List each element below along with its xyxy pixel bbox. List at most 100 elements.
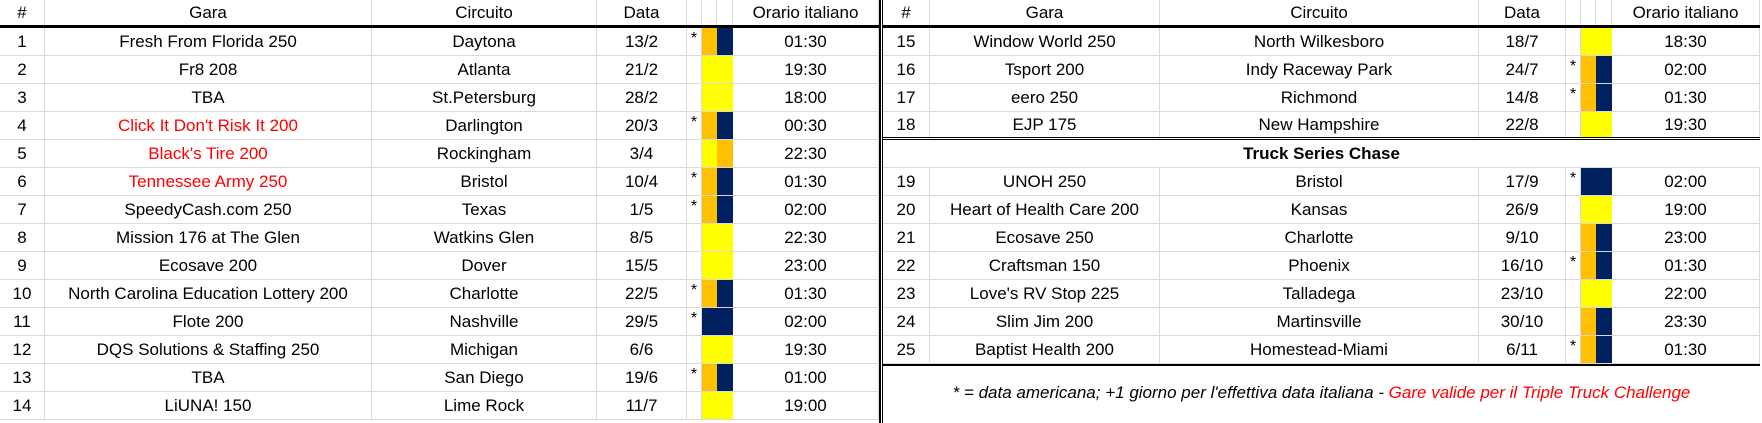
cell-number[interactable]: 5 <box>0 140 45 167</box>
color-marker-navy[interactable] <box>717 168 733 195</box>
cell-time[interactable]: 18:00 <box>733 84 879 111</box>
cell-number[interactable]: 1 <box>0 28 45 55</box>
cell-number[interactable]: 10 <box>0 280 45 307</box>
cell-circuit[interactable]: Richmond <box>1160 84 1479 111</box>
cell-number[interactable]: 18 <box>883 112 930 137</box>
color-marker-orange[interactable] <box>702 28 717 55</box>
cell-race[interactable]: Click It Don't Risk It 200 <box>45 112 372 139</box>
cell-number[interactable]: 9 <box>0 252 45 279</box>
cell-race[interactable]: TBA <box>45 84 372 111</box>
cell-asterisk[interactable]: * <box>1566 336 1581 363</box>
cell-asterisk[interactable]: * <box>687 364 702 391</box>
color-marker-yellow[interactable] <box>717 336 733 363</box>
cell-race[interactable]: Love's RV Stop 225 <box>930 280 1160 307</box>
color-marker-yellow[interactable] <box>1596 28 1612 55</box>
cell-circuit[interactable]: Homestead-Miami <box>1160 336 1479 363</box>
cell-number[interactable]: 17 <box>883 84 930 111</box>
cell-circuit[interactable]: Rockingham <box>372 140 597 167</box>
cell-race[interactable]: Black's Tire 200 <box>45 140 372 167</box>
cell-race[interactable]: UNOH 250 <box>930 168 1160 195</box>
color-marker-navy[interactable] <box>1596 224 1612 251</box>
cell-circuit[interactable]: North Wilkesboro <box>1160 28 1479 55</box>
cell-asterisk[interactable]: * <box>687 280 702 307</box>
cell-asterisk[interactable] <box>1566 28 1581 55</box>
color-marker-yellow[interactable] <box>1596 112 1612 137</box>
cell-number[interactable]: 22 <box>883 252 930 279</box>
cell-circuit[interactable]: St.Petersburg <box>372 84 597 111</box>
color-marker-orange[interactable] <box>1581 336 1596 363</box>
cell-date[interactable]: 18/7 <box>1479 28 1566 55</box>
cell-number[interactable]: 21 <box>883 224 930 251</box>
cell-time[interactable]: 22:30 <box>733 140 879 167</box>
cell-number[interactable]: 11 <box>0 308 45 335</box>
color-marker-navy[interactable] <box>717 280 733 307</box>
color-marker-yellow[interactable] <box>717 84 733 111</box>
cell-asterisk[interactable]: * <box>687 308 702 335</box>
cell-time[interactable]: 19:30 <box>733 56 879 83</box>
cell-circuit[interactable]: Lime Rock <box>372 392 597 419</box>
cell-time[interactable]: 19:30 <box>733 336 879 363</box>
cell-circuit[interactable]: Phoenix <box>1160 252 1479 279</box>
color-marker-navy[interactable] <box>702 308 717 335</box>
cell-race[interactable]: eero 250 <box>930 84 1160 111</box>
color-marker-navy[interactable] <box>717 308 733 335</box>
cell-date[interactable]: 14/8 <box>1479 84 1566 111</box>
cell-time[interactable]: 01:30 <box>1612 252 1760 279</box>
cell-race[interactable]: Tsport 200 <box>930 56 1160 83</box>
cell-race[interactable]: Baptist Health 200 <box>930 336 1160 363</box>
cell-date[interactable]: 16/10 <box>1479 252 1566 279</box>
color-marker-yellow[interactable] <box>1581 196 1596 223</box>
cell-time[interactable]: 19:00 <box>1612 196 1760 223</box>
cell-number[interactable]: 13 <box>0 364 45 391</box>
color-marker-orange[interactable] <box>717 140 733 167</box>
cell-date[interactable]: 29/5 <box>597 308 687 335</box>
cell-race[interactable]: DQS Solutions & Staffing 250 <box>45 336 372 363</box>
color-marker-navy[interactable] <box>1596 168 1612 195</box>
cell-number[interactable]: 3 <box>0 84 45 111</box>
cell-time[interactable]: 18:30 <box>1612 28 1760 55</box>
cell-date[interactable]: 1/5 <box>597 196 687 223</box>
cell-time[interactable]: 19:30 <box>1612 112 1760 137</box>
cell-race[interactable]: Fr8 208 <box>45 56 372 83</box>
cell-date[interactable]: 11/7 <box>597 392 687 419</box>
color-marker-orange[interactable] <box>702 196 717 223</box>
cell-race[interactable]: TBA <box>45 364 372 391</box>
cell-number[interactable]: 19 <box>883 168 930 195</box>
color-marker-orange[interactable] <box>1581 252 1596 279</box>
cell-date[interactable]: 23/10 <box>1479 280 1566 307</box>
cell-asterisk[interactable] <box>1566 196 1581 223</box>
cell-asterisk[interactable] <box>1566 224 1581 251</box>
cell-time[interactable]: 02:00 <box>733 308 879 335</box>
color-marker-yellow[interactable] <box>702 84 717 111</box>
cell-race[interactable]: Mission 176 at The Glen <box>45 224 372 251</box>
cell-date[interactable]: 24/7 <box>1479 56 1566 83</box>
color-marker-yellow[interactable] <box>1596 280 1612 307</box>
cell-asterisk[interactable] <box>687 224 702 251</box>
cell-number[interactable]: 8 <box>0 224 45 251</box>
cell-race[interactable]: Ecosave 200 <box>45 252 372 279</box>
cell-race[interactable]: Tennessee Army 250 <box>45 168 372 195</box>
cell-time[interactable]: 02:00 <box>1612 56 1760 83</box>
color-marker-yellow[interactable] <box>702 336 717 363</box>
cell-circuit[interactable]: Charlotte <box>1160 224 1479 251</box>
cell-asterisk[interactable]: * <box>687 168 702 195</box>
cell-number[interactable]: 15 <box>883 28 930 55</box>
cell-asterisk[interactable] <box>1566 308 1581 335</box>
color-marker-navy[interactable] <box>1596 84 1612 111</box>
cell-time[interactable]: 02:00 <box>733 196 879 223</box>
cell-asterisk[interactable]: * <box>1566 56 1581 83</box>
cell-asterisk[interactable] <box>687 336 702 363</box>
cell-time[interactable]: 01:00 <box>733 364 879 391</box>
cell-circuit[interactable]: Kansas <box>1160 196 1479 223</box>
cell-number[interactable]: 2 <box>0 56 45 83</box>
color-marker-yellow[interactable] <box>717 56 733 83</box>
color-marker-navy[interactable] <box>1596 56 1612 83</box>
color-marker-yellow[interactable] <box>717 392 733 419</box>
color-marker-yellow[interactable] <box>717 224 733 251</box>
cell-date[interactable]: 8/5 <box>597 224 687 251</box>
cell-time[interactable]: 01:30 <box>733 168 879 195</box>
color-marker-navy[interactable] <box>717 364 733 391</box>
color-marker-yellow[interactable] <box>1581 112 1596 137</box>
color-marker-navy[interactable] <box>717 28 733 55</box>
cell-time[interactable]: 00:30 <box>733 112 879 139</box>
